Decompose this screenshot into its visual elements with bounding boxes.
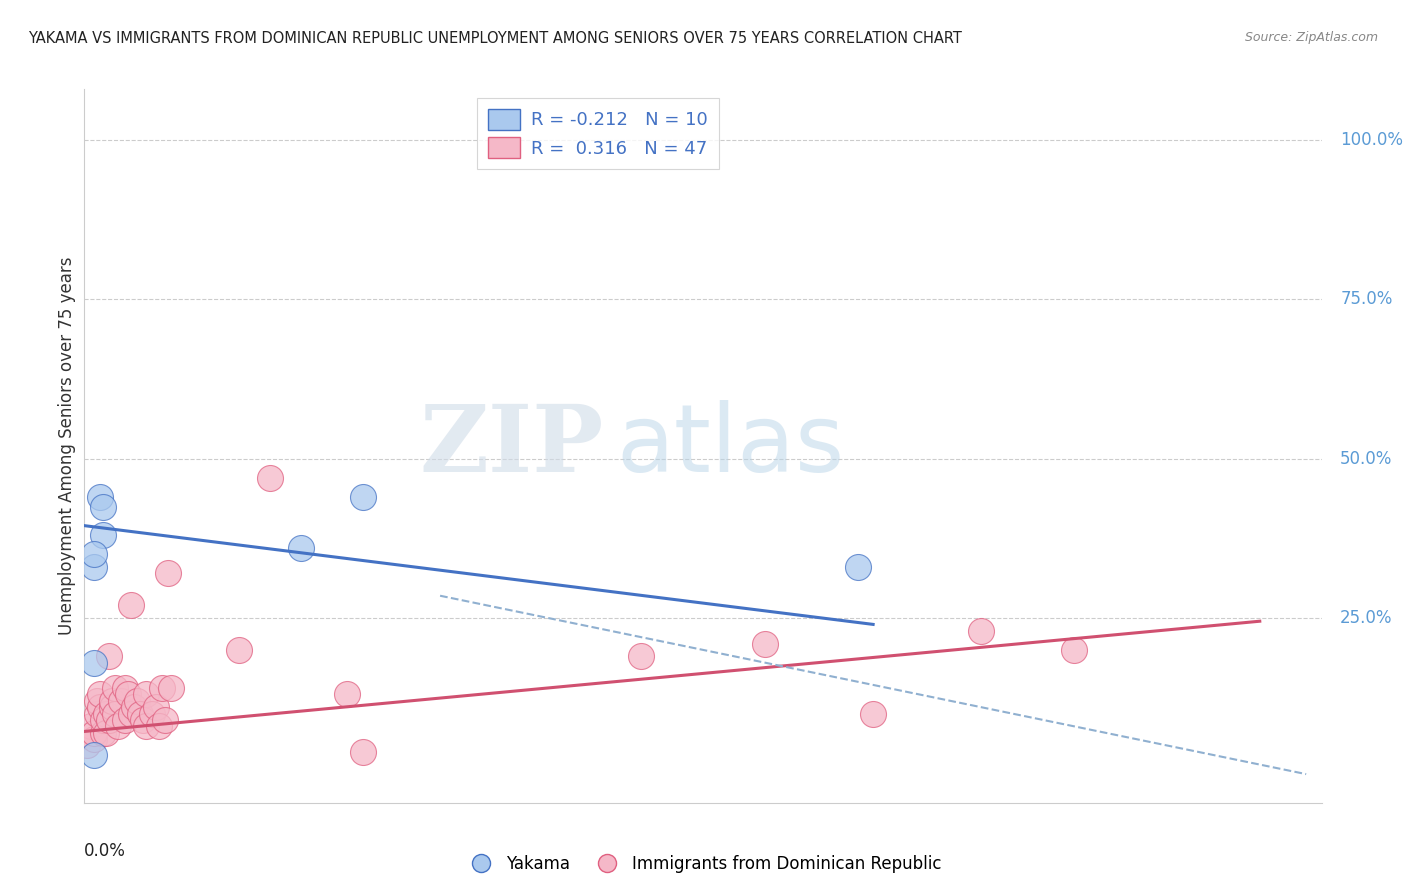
Point <box>91 713 114 727</box>
Point <box>104 706 127 721</box>
Point <box>83 732 105 747</box>
Point <box>107 719 129 733</box>
Legend: Yakama, Immigrants from Dominican Republic: Yakama, Immigrants from Dominican Republ… <box>458 848 948 880</box>
Text: 50.0%: 50.0% <box>1340 450 1392 467</box>
Point <box>970 624 993 638</box>
Point <box>754 636 776 650</box>
Point <box>259 471 281 485</box>
Point <box>160 681 183 695</box>
Text: 75.0%: 75.0% <box>1340 291 1392 309</box>
Point <box>83 725 105 739</box>
Point <box>862 706 884 721</box>
Point <box>86 694 108 708</box>
Point <box>94 725 117 739</box>
Point <box>83 560 105 574</box>
Point <box>141 706 163 721</box>
Point <box>122 700 145 714</box>
Point <box>114 681 136 695</box>
Point <box>120 599 142 613</box>
Point <box>1063 643 1085 657</box>
Point <box>91 725 114 739</box>
Point <box>83 747 105 762</box>
Point <box>83 656 105 670</box>
Point <box>120 706 142 721</box>
Point <box>150 681 173 695</box>
Point <box>101 700 124 714</box>
Text: ZIP: ZIP <box>420 401 605 491</box>
Point <box>352 745 374 759</box>
Point <box>156 566 179 581</box>
Point <box>145 700 167 714</box>
Text: 100.0%: 100.0% <box>1340 131 1403 149</box>
Point <box>630 649 652 664</box>
Point <box>91 500 114 514</box>
Point <box>110 694 132 708</box>
Point <box>132 713 155 727</box>
Point <box>135 719 157 733</box>
Point <box>114 713 136 727</box>
Point <box>290 541 312 555</box>
Point <box>148 719 170 733</box>
Point <box>98 649 121 664</box>
Point <box>76 739 98 753</box>
Point <box>89 688 111 702</box>
Point <box>89 490 111 504</box>
Point <box>352 490 374 504</box>
Point <box>125 694 148 708</box>
Text: 25.0%: 25.0% <box>1340 609 1393 627</box>
Point <box>79 719 101 733</box>
Text: YAKAMA VS IMMIGRANTS FROM DOMINICAN REPUBLIC UNEMPLOYMENT AMONG SENIORS OVER 75 : YAKAMA VS IMMIGRANTS FROM DOMINICAN REPU… <box>28 31 962 46</box>
Text: atlas: atlas <box>616 400 845 492</box>
Point <box>117 688 139 702</box>
Point <box>89 700 111 714</box>
Point <box>846 560 869 574</box>
Point <box>98 713 121 727</box>
Point <box>104 681 127 695</box>
Point <box>228 643 250 657</box>
Point <box>129 706 152 721</box>
Point <box>336 688 359 702</box>
Legend: R = -0.212   N = 10, R =  0.316   N = 47: R = -0.212 N = 10, R = 0.316 N = 47 <box>477 98 718 169</box>
Y-axis label: Unemployment Among Seniors over 75 years: Unemployment Among Seniors over 75 years <box>58 257 76 635</box>
Point <box>91 528 114 542</box>
Point <box>94 706 117 721</box>
Point <box>101 694 124 708</box>
Point <box>83 547 105 561</box>
Point <box>153 713 176 727</box>
Text: 0.0%: 0.0% <box>84 842 127 860</box>
Text: Source: ZipAtlas.com: Source: ZipAtlas.com <box>1244 31 1378 45</box>
Point <box>135 688 157 702</box>
Point <box>86 706 108 721</box>
